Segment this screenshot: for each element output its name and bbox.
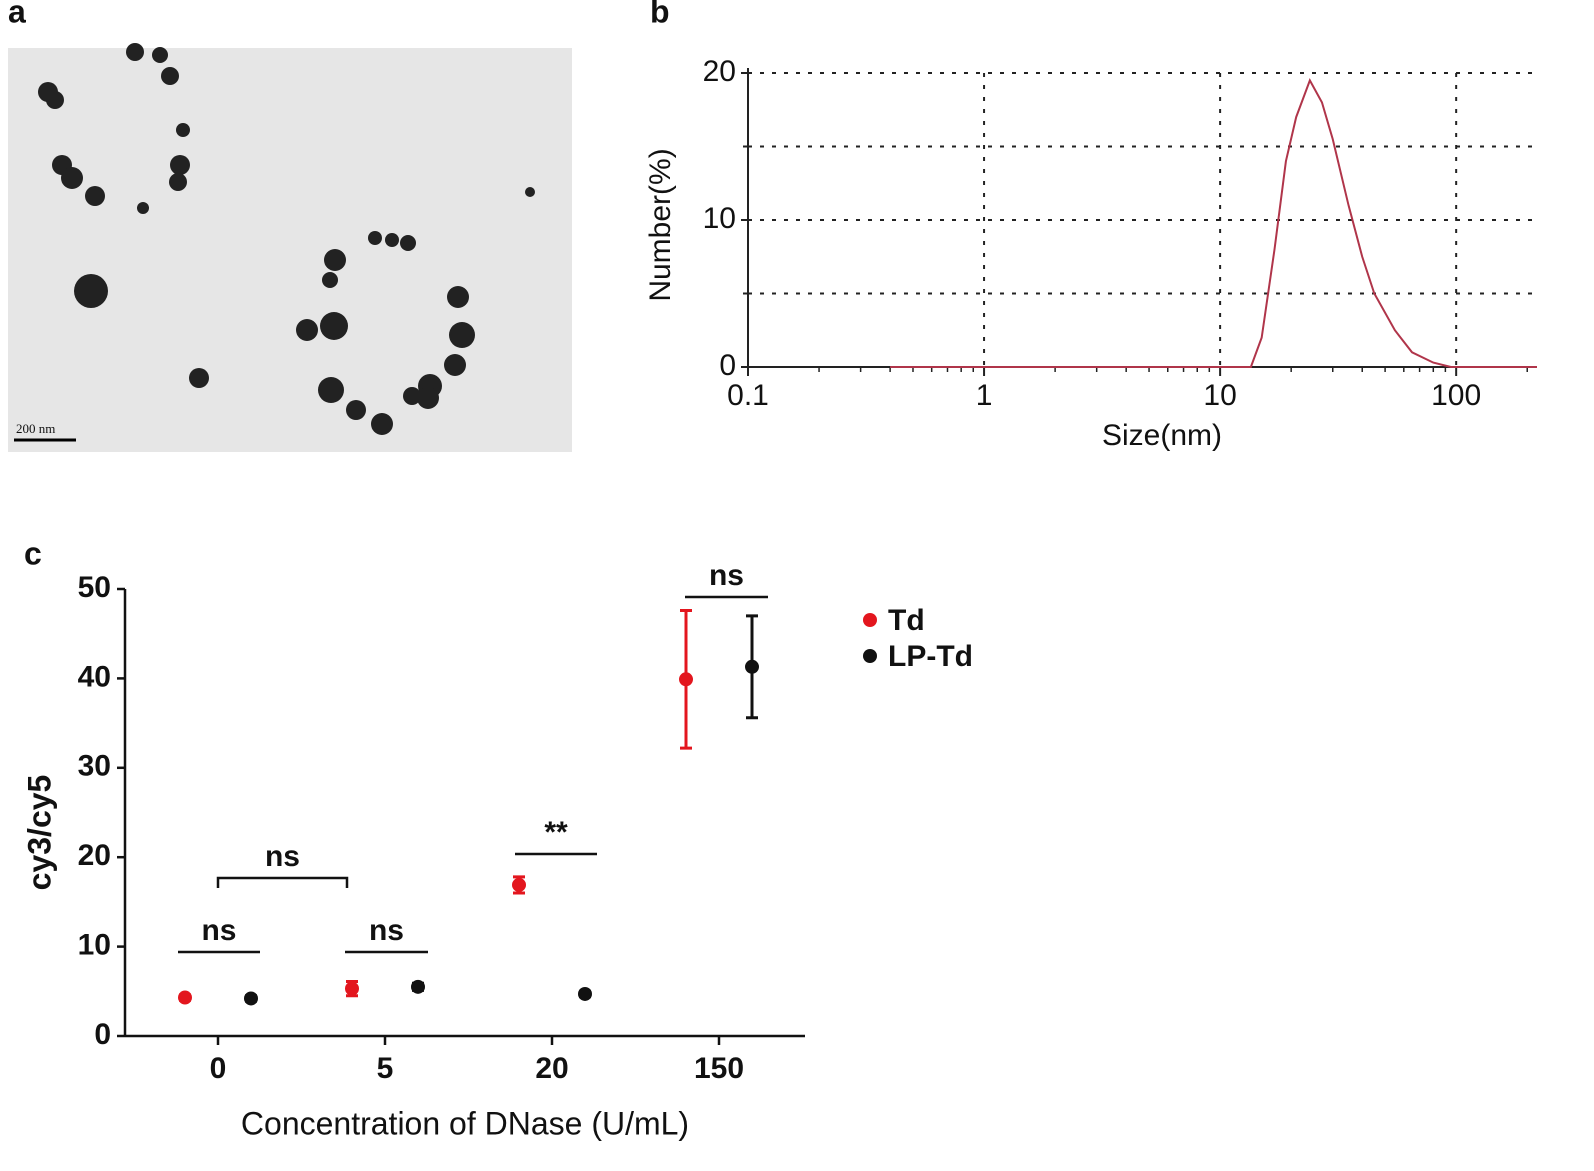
y-axis-label: Number(%) (644, 148, 677, 301)
y-tick-label: 50 (78, 571, 111, 604)
y-tick-label: 20 (703, 55, 736, 88)
data-point (578, 986, 592, 1001)
x-tick-label: 5 (377, 1052, 394, 1085)
significance-bracket (216, 876, 349, 888)
x-axis-label: Concentration of DNase (U/mL) (241, 1105, 689, 1141)
data-point (345, 981, 359, 996)
legend-label: LP-Td (888, 640, 973, 673)
x-tick-label: 100 (1431, 379, 1481, 412)
significance-label: ns (709, 559, 744, 592)
scale-bar-label: 200 nm (16, 421, 55, 436)
panel-label: a (8, 0, 26, 29)
data-point (745, 659, 759, 674)
data-point (411, 979, 425, 994)
significance-label: ns (369, 914, 404, 947)
y-tick-label: 20 (78, 839, 111, 872)
x-tick-label: 10 (1203, 379, 1236, 412)
y-axis-label: cy3/cy5 (21, 775, 57, 891)
legend-label: Td (888, 604, 925, 637)
x-tick-label: 0 (210, 1052, 227, 1085)
legend-marker (863, 613, 877, 627)
legend-marker (863, 649, 877, 663)
y-tick-label: 10 (703, 202, 736, 235)
significance-label: ns (201, 914, 236, 947)
x-axis-label: Size(nm) (1102, 419, 1222, 452)
panel-label: b (650, 0, 670, 29)
x-tick-label: 20 (535, 1052, 568, 1085)
data-point (244, 991, 258, 1006)
y-tick-label: 0 (719, 349, 736, 382)
y-tick-label: 40 (78, 660, 111, 693)
x-tick-label: 150 (694, 1052, 744, 1085)
panel-label: c (24, 535, 42, 571)
data-point (512, 877, 526, 892)
significance-label: ** (544, 816, 568, 849)
y-tick-label: 10 (78, 929, 111, 962)
data-point (178, 990, 192, 1005)
x-tick-label: 0.1 (727, 379, 769, 412)
data-point (679, 672, 693, 687)
significance-label: ns (265, 840, 300, 873)
micrograph: 200 nm (8, 43, 572, 452)
y-tick-label: 30 (78, 750, 111, 783)
y-tick-label: 0 (94, 1018, 111, 1051)
x-tick-label: 1 (976, 379, 993, 412)
data-line (890, 77, 1537, 368)
